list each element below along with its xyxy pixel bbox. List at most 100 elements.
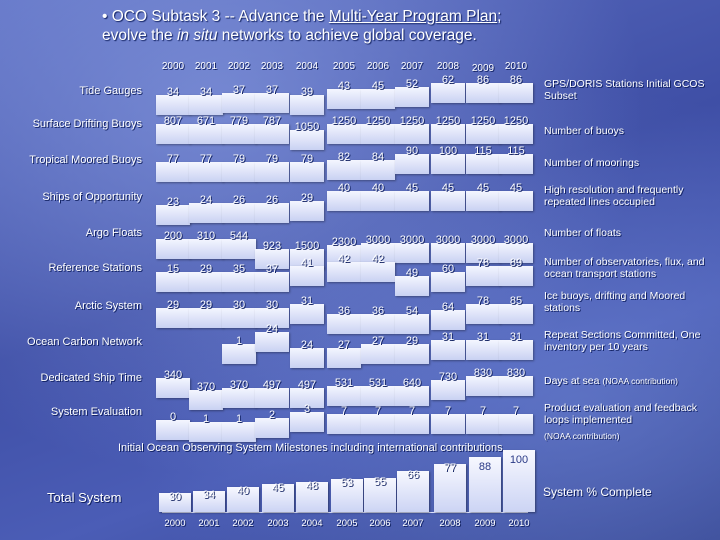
milestone-value: 31 [476, 331, 490, 343]
milestone-value: 35 [232, 263, 246, 275]
milestone-cell [222, 344, 256, 364]
milestone-value: 200 [163, 230, 183, 242]
title-line2-a: evolve the [102, 27, 177, 44]
milestone-cell [499, 191, 533, 211]
milestone-cell [395, 314, 429, 334]
milestone-value: 24 [199, 194, 213, 206]
milestone-cell [255, 272, 289, 292]
milestone-value: 1250 [503, 115, 529, 127]
year-header-2001: 2001 [194, 61, 218, 72]
milestone-value: 1250 [470, 115, 496, 127]
milestone-cell [431, 191, 465, 211]
milestone-cell [222, 239, 256, 259]
year-header-2007: 2007 [400, 61, 424, 72]
milestone-cell [222, 162, 256, 182]
bar-year-label: 2010 [508, 518, 530, 529]
year-header-2004: 2004 [295, 61, 319, 72]
title-line2-b: networks to achieve global coverage. [217, 27, 477, 44]
row-label: Surface Drifting Buoys [32, 118, 142, 130]
total-system-label: Total System [47, 490, 122, 505]
milestone-cell [156, 420, 190, 440]
milestone-cell [327, 160, 361, 180]
milestone-value: 26 [232, 194, 246, 206]
title-line-2: evolve the in situ networks to achieve g… [102, 26, 501, 45]
milestone-value: 100 [438, 145, 458, 157]
milestone-cell [156, 162, 190, 182]
bar-value-label: 66 [406, 469, 420, 482]
milestone-cell [290, 201, 324, 221]
milestone-cell [189, 390, 223, 410]
milestone-cell [395, 344, 429, 364]
milestone-value: 36 [371, 305, 385, 317]
milestone-cell [189, 95, 223, 115]
milestone-value: 40 [371, 182, 385, 194]
year-header-2000: 2000 [161, 61, 185, 72]
milestone-cell [255, 162, 289, 182]
milestone-cell [466, 191, 500, 211]
milestone-value: 830 [473, 367, 493, 379]
milestone-cell [499, 414, 533, 434]
milestone-value: 115 [474, 145, 492, 157]
year-header-2002: 2002 [227, 61, 251, 72]
milestone-cell [222, 203, 256, 223]
row-label: System Evaluation [50, 406, 142, 418]
milestone-value: 1050 [294, 121, 320, 133]
milestone-value: 79 [300, 153, 314, 165]
bar-year-label: 2007 [402, 518, 424, 529]
milestone-cell [431, 243, 465, 263]
milestone-value: 497 [297, 379, 317, 391]
milestone-value: 31 [441, 331, 455, 343]
milestone-value: 29 [166, 299, 180, 311]
bar-year-label: 2006 [369, 518, 391, 529]
milestone-value: 78 [476, 295, 490, 307]
title-line1-a: OCO Subtask 3 -- Advance the [111, 8, 329, 25]
milestone-cell [189, 308, 223, 328]
milestone-value: 340 [163, 369, 183, 381]
milestone-cell [222, 93, 256, 113]
milestone-cell [156, 308, 190, 328]
milestone-cell [255, 418, 289, 438]
year-header-2009: 2009 [471, 63, 495, 74]
row-description: Number of observatories, flux, and ocean… [544, 256, 705, 280]
milestone-value: 40 [337, 182, 351, 194]
milestone-value: 41 [300, 257, 314, 269]
milestone-cell [466, 376, 500, 396]
total-system-bar [397, 471, 429, 512]
total-system-bar [227, 487, 259, 512]
milestone-cell [466, 243, 500, 263]
milestone-value: 86 [476, 74, 490, 86]
bar-value-label: 88 [478, 461, 492, 474]
milestone-value: 85 [509, 295, 523, 307]
milestone-cell [361, 160, 395, 180]
milestone-cell [222, 388, 256, 408]
milestone-cell [189, 272, 223, 292]
milestone-cell [361, 414, 395, 434]
milestone-cell [361, 191, 395, 211]
milestone-value: 2300 [331, 236, 357, 248]
milestone-value: 310 [196, 230, 216, 242]
milestone-cell [290, 162, 324, 182]
milestone-value: 497 [262, 379, 282, 391]
milestone-value: 79 [232, 153, 246, 165]
milestone-value: 640 [402, 377, 422, 389]
milestone-cell [499, 124, 533, 144]
milestone-value: 27 [337, 339, 351, 351]
table-subtitle: Initial Ocean Observing System Milestone… [118, 442, 503, 454]
milestone-cell [499, 83, 533, 103]
bar-year-label: 2000 [164, 518, 186, 529]
milestone-value: 49 [405, 267, 419, 279]
milestone-cell [290, 348, 324, 368]
milestone-value: 43 [337, 80, 351, 92]
milestone-cell [431, 124, 465, 144]
milestone-value: 29 [199, 263, 213, 275]
milestone-cell [156, 239, 190, 259]
row-description: High resolution and frequently repeated … [544, 184, 684, 208]
milestone-value: 45 [509, 182, 523, 194]
milestone-cell [290, 249, 324, 269]
milestone-cell [327, 262, 361, 282]
row-label: Arctic System [74, 300, 142, 312]
milestone-value: 807 [163, 115, 183, 127]
total-system-bar [503, 450, 535, 512]
row-description: Number of buoys [544, 125, 624, 137]
milestone-value: 37 [232, 84, 246, 96]
